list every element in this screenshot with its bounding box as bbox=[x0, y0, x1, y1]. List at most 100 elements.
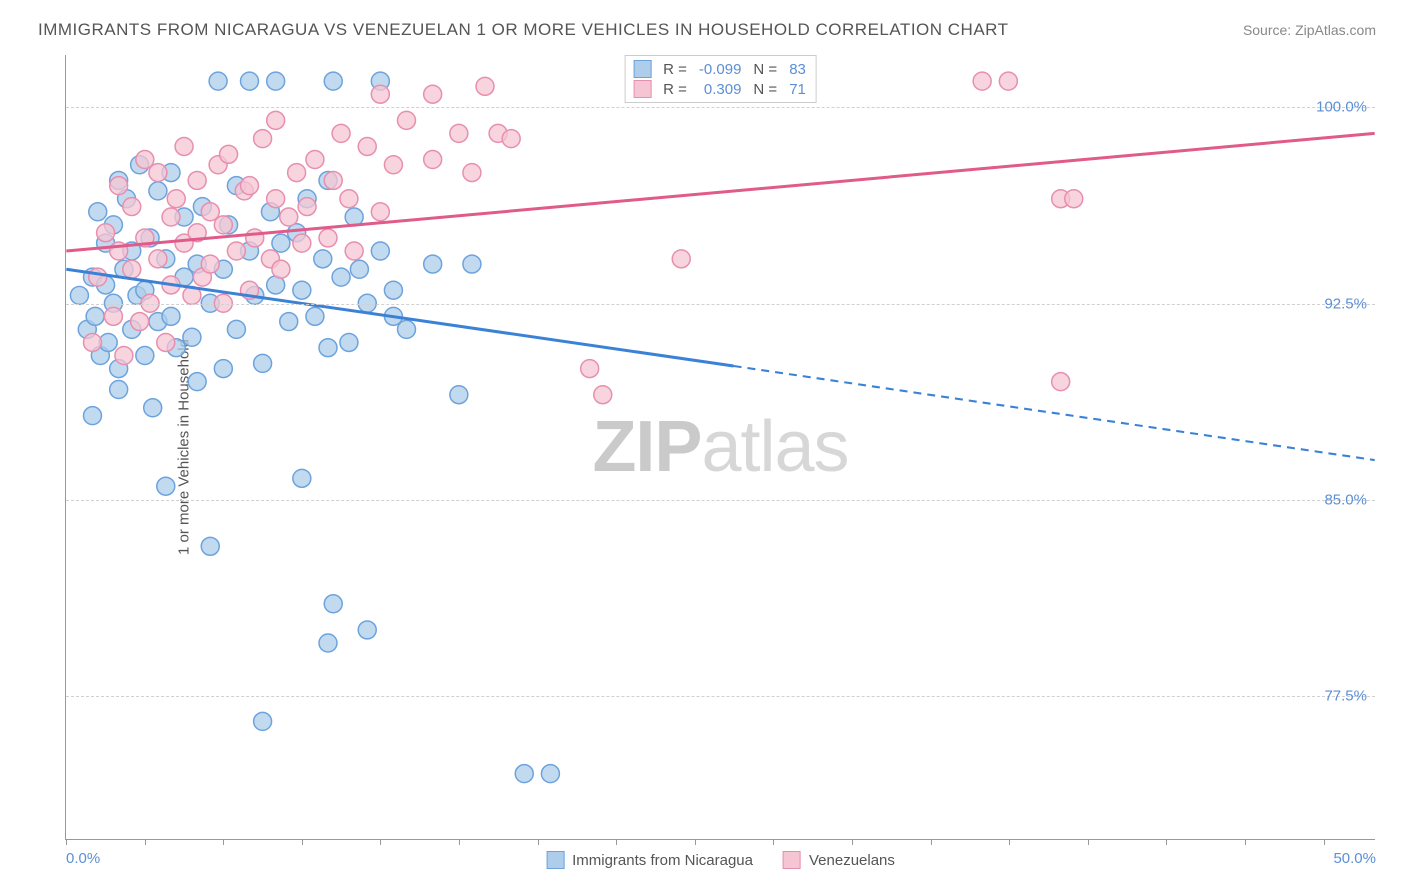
scatter-point-venezuela bbox=[280, 208, 298, 226]
scatter-point-venezuela bbox=[201, 255, 219, 273]
scatter-point-venezuela bbox=[1065, 190, 1083, 208]
scatter-point-nicaragua bbox=[340, 333, 358, 351]
scatter-point-nicaragua bbox=[319, 634, 337, 652]
scatter-point-venezuela bbox=[371, 203, 389, 221]
scatter-point-nicaragua bbox=[424, 255, 442, 273]
scatter-point-venezuela bbox=[298, 198, 316, 216]
stats-n-nicaragua: 83 bbox=[789, 61, 806, 78]
scatter-point-venezuela bbox=[267, 190, 285, 208]
stats-n-venezuela: 71 bbox=[789, 81, 806, 98]
scatter-point-nicaragua bbox=[272, 234, 290, 252]
scatter-point-nicaragua bbox=[314, 250, 332, 268]
x-tick-mark bbox=[223, 839, 224, 845]
stats-r-venezuela: 0.309 bbox=[699, 81, 742, 98]
scatter-point-venezuela bbox=[450, 124, 468, 142]
scatter-point-nicaragua bbox=[162, 307, 180, 325]
x-tick-mark bbox=[1166, 839, 1167, 845]
scatter-point-nicaragua bbox=[463, 255, 481, 273]
stats-r-label: R = bbox=[663, 61, 687, 78]
x-tick-mark bbox=[145, 839, 146, 845]
scatter-point-nicaragua bbox=[136, 347, 154, 365]
bottom-legend: Immigrants from Nicaragua Venezuelans bbox=[546, 851, 895, 869]
scatter-point-venezuela bbox=[167, 190, 185, 208]
x-tick-mark bbox=[302, 839, 303, 845]
scatter-point-venezuela bbox=[272, 260, 290, 278]
swatch-venezuela bbox=[633, 80, 651, 98]
scatter-point-nicaragua bbox=[254, 354, 272, 372]
scatter-point-venezuela bbox=[293, 234, 311, 252]
scatter-point-nicaragua bbox=[324, 595, 342, 613]
scatter-point-venezuela bbox=[214, 216, 232, 234]
legend-label: Venezuelans bbox=[809, 852, 895, 869]
scatter-point-nicaragua bbox=[371, 242, 389, 260]
scatter-point-venezuela bbox=[319, 229, 337, 247]
stats-n-label: N = bbox=[753, 81, 777, 98]
scatter-point-nicaragua bbox=[332, 268, 350, 286]
scatter-point-venezuela bbox=[123, 198, 141, 216]
scatter-point-nicaragua bbox=[358, 621, 376, 639]
scatter-point-venezuela bbox=[267, 111, 285, 129]
scatter-point-nicaragua bbox=[201, 537, 219, 555]
scatter-point-venezuela bbox=[246, 229, 264, 247]
scatter-point-nicaragua bbox=[89, 203, 107, 221]
y-tick-label: 77.5% bbox=[1324, 688, 1367, 705]
scatter-point-nicaragua bbox=[450, 386, 468, 404]
scatter-point-venezuela bbox=[1052, 373, 1070, 391]
scatter-point-venezuela bbox=[463, 164, 481, 182]
scatter-point-venezuela bbox=[110, 177, 128, 195]
scatter-point-nicaragua bbox=[293, 281, 311, 299]
x-tick-mark bbox=[695, 839, 696, 845]
scatter-point-venezuela bbox=[594, 386, 612, 404]
scatter-point-venezuela bbox=[476, 77, 494, 95]
scatter-point-venezuela bbox=[999, 72, 1017, 90]
scatter-point-venezuela bbox=[149, 250, 167, 268]
regression-line-venezuela bbox=[66, 133, 1374, 251]
scatter-point-venezuela bbox=[973, 72, 991, 90]
scatter-point-venezuela bbox=[345, 242, 363, 260]
legend-item-nicaragua: Immigrants from Nicaragua bbox=[546, 851, 753, 869]
scatter-point-venezuela bbox=[115, 347, 133, 365]
x-tick-mark bbox=[1245, 839, 1246, 845]
legend-label: Immigrants from Nicaragua bbox=[572, 852, 753, 869]
scatter-point-venezuela bbox=[398, 111, 416, 129]
scatter-point-venezuela bbox=[424, 85, 442, 103]
scatter-point-venezuela bbox=[84, 333, 102, 351]
scatter-point-nicaragua bbox=[86, 307, 104, 325]
x-tick-mark bbox=[773, 839, 774, 845]
scatter-point-venezuela bbox=[288, 164, 306, 182]
gridline-h bbox=[66, 500, 1375, 501]
scatter-point-venezuela bbox=[254, 130, 272, 148]
scatter-point-venezuela bbox=[340, 190, 358, 208]
x-tick-mark bbox=[459, 839, 460, 845]
gridline-h bbox=[66, 107, 1375, 108]
x-tick-mark bbox=[1088, 839, 1089, 845]
y-tick-label: 100.0% bbox=[1316, 99, 1367, 116]
stats-r-label: R = bbox=[663, 81, 687, 98]
scatter-point-venezuela bbox=[358, 137, 376, 155]
scatter-point-venezuela bbox=[306, 151, 324, 169]
scatter-point-venezuela bbox=[371, 85, 389, 103]
scatter-point-nicaragua bbox=[110, 381, 128, 399]
x-tick-label: 50.0% bbox=[1333, 850, 1376, 867]
stats-r-nicaragua: -0.099 bbox=[699, 61, 742, 78]
scatter-point-nicaragua bbox=[319, 339, 337, 357]
stats-n-label: N = bbox=[753, 61, 777, 78]
scatter-point-nicaragua bbox=[70, 286, 88, 304]
scatter-point-venezuela bbox=[384, 156, 402, 174]
scatter-point-venezuela bbox=[131, 313, 149, 331]
x-tick-mark bbox=[1324, 839, 1325, 845]
scatter-point-nicaragua bbox=[324, 72, 342, 90]
gridline-h bbox=[66, 304, 1375, 305]
scatter-point-venezuela bbox=[502, 130, 520, 148]
scatter-point-venezuela bbox=[332, 124, 350, 142]
scatter-point-nicaragua bbox=[384, 281, 402, 299]
chart-title: IMMIGRANTS FROM NICARAGUA VS VENEZUELAN … bbox=[38, 20, 1009, 40]
x-tick-mark bbox=[380, 839, 381, 845]
x-tick-label: 0.0% bbox=[66, 850, 100, 867]
scatter-point-nicaragua bbox=[241, 72, 259, 90]
scatter-point-nicaragua bbox=[306, 307, 324, 325]
scatter-point-nicaragua bbox=[214, 360, 232, 378]
x-tick-mark bbox=[852, 839, 853, 845]
x-tick-mark bbox=[538, 839, 539, 845]
swatch-venezuela bbox=[783, 851, 801, 869]
